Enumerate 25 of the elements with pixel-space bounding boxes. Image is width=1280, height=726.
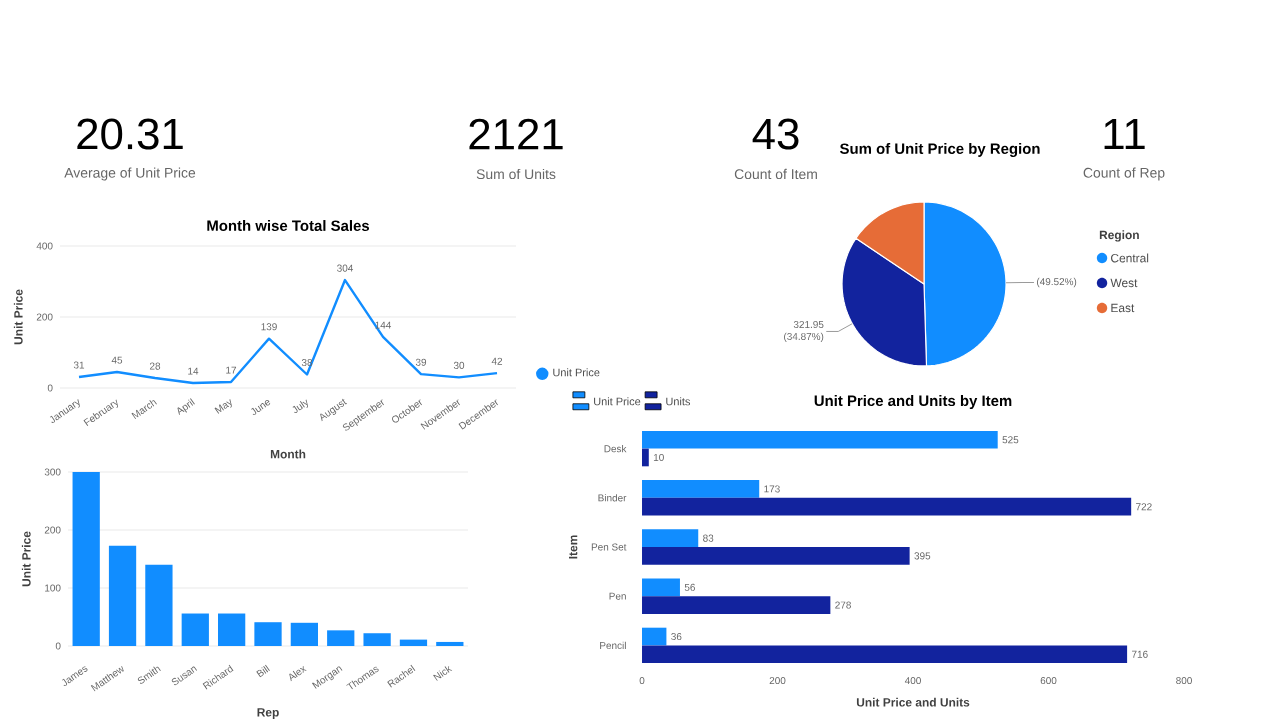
bar <box>642 547 910 565</box>
bar <box>642 498 1132 516</box>
bar <box>642 529 699 548</box>
bar <box>290 623 319 647</box>
bar <box>254 622 282 647</box>
bar <box>72 472 100 647</box>
bar <box>642 578 680 597</box>
text: 43 <box>752 118 799 150</box>
bar <box>642 645 1128 664</box>
text: 11 <box>1104 119 1145 150</box>
line-series <box>77 279 499 385</box>
bar <box>642 448 649 467</box>
bar <box>399 639 428 647</box>
bar <box>108 545 137 647</box>
bar <box>145 565 173 647</box>
bar <box>363 633 391 647</box>
bar <box>642 480 760 499</box>
text: 20.31 <box>77 118 183 150</box>
bar <box>642 627 667 646</box>
bar <box>218 613 246 647</box>
text: 2121 <box>469 118 563 150</box>
bar <box>642 431 998 449</box>
bar <box>642 596 831 615</box>
bar <box>181 613 209 647</box>
bar <box>327 630 355 647</box>
